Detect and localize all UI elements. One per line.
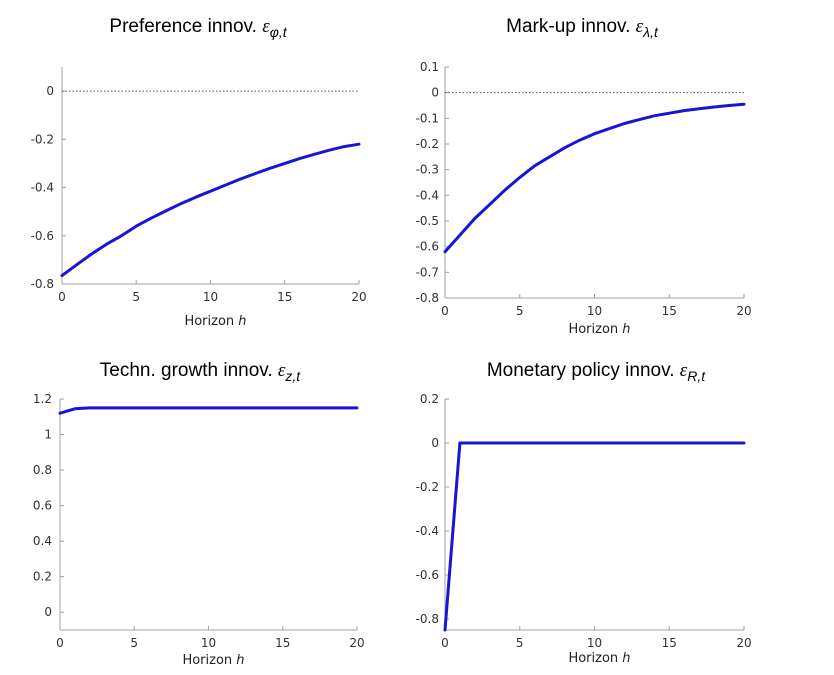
- technology-growth-response-line: [58, 406, 359, 415]
- preference-xlabel-text: Horizon: [184, 314, 238, 329]
- monetary-policy-xtick-label: 5: [516, 636, 524, 650]
- monetary-policy-title-subscript: R,t: [687, 368, 706, 384]
- markup-panel: Mark-up innov. ελ,t -0.8 -0.7 -0.6 -0.5 -0.4 -…: [416, 16, 752, 337]
- preference-xtick-label: 5: [132, 290, 140, 304]
- markup-title: Mark-up innov. ελ,t: [506, 16, 659, 40]
- monetary-policy-xlabel-var: h: [622, 651, 630, 666]
- markup-xtick-label: 10: [587, 304, 602, 318]
- preference-xtick-label: 15: [277, 290, 292, 304]
- markup-ytick-label: -0.7: [416, 265, 439, 279]
- preference-xlabel: Horizon h: [184, 314, 246, 329]
- markup-xtick-label: 15: [662, 304, 677, 318]
- monetary-policy-ytick-label: 0: [431, 436, 439, 450]
- monetary-policy-xlabel: Horizon h: [568, 651, 630, 666]
- technology-growth-xtick-label: 5: [130, 636, 138, 650]
- technology-growth-title: Techn. growth innov. εz,t: [100, 360, 302, 384]
- monetary-policy-panel: Monetary policy innov. εR,t -0.8 -0.6 -0.4 -…: [416, 360, 752, 666]
- preference-panel: Preference innov. εφ,t -0.8 -0.6 -0.4 -0.2 0 0…: [31, 16, 367, 329]
- markup-ytick-label: -0.2: [416, 137, 439, 151]
- monetary-policy-xtick-label: 10: [587, 636, 602, 650]
- markup-ytick-label: 0.1: [420, 60, 439, 74]
- preference-title-subscript: φ,t: [270, 24, 288, 40]
- technology-growth-xtick-label: 10: [201, 636, 216, 650]
- technology-growth-ytick-label: 0.2: [33, 570, 52, 584]
- technology-growth-ytick-label: 1.2: [33, 392, 52, 406]
- technology-growth-ytick-label: 0.8: [33, 463, 52, 477]
- technology-growth-title-symbol: ε: [278, 360, 286, 381]
- technology-growth-ytick-label: 0.4: [33, 534, 52, 548]
- monetary-policy-xtick-label: 15: [662, 636, 677, 650]
- technology-growth-xlabel: Horizon h: [182, 653, 244, 668]
- preference-xtick-label: 20: [351, 290, 366, 304]
- markup-xtick-label: 5: [516, 304, 524, 318]
- markup-xtick-label: 0: [441, 304, 449, 318]
- markup-xlabel-text: Horizon: [568, 322, 622, 337]
- technology-growth-panel: Techn. growth innov. εz,t 0 0.2 0.4 0.6 0.8 1 1…: [33, 360, 365, 668]
- markup-title-subscript: λ,t: [642, 24, 659, 40]
- technology-growth-xlabel-text: Horizon: [182, 653, 236, 668]
- markup-title-symbol: ε: [636, 16, 644, 37]
- monetary-policy-title-text: Monetary policy innov.: [487, 360, 680, 381]
- technology-growth-ytick-label: 0: [44, 605, 52, 619]
- preference-ytick-label: -0.6: [31, 229, 54, 243]
- technology-growth-ytick-label: 0.6: [33, 499, 52, 513]
- monetary-policy-ytick-label: 0.2: [420, 392, 439, 406]
- markup-title-text: Mark-up innov.: [506, 16, 636, 37]
- markup-ytick-label: -0.5: [416, 214, 439, 228]
- markup-ytick-label: -0.8: [416, 291, 439, 305]
- preference-xtick-label: 10: [203, 290, 218, 304]
- markup-response-line: [443, 102, 746, 254]
- monetary-policy-xlabel-text: Horizon: [568, 651, 622, 666]
- technology-growth-xtick-label: 20: [349, 636, 364, 650]
- technology-growth-title-subscript: z,t: [284, 368, 301, 384]
- preference-ytick-label: 0: [46, 84, 54, 98]
- markup-ytick-label: -0.4: [416, 188, 439, 202]
- monetary-policy-title-symbol: ε: [680, 360, 688, 381]
- preference-ytick-label: -0.2: [31, 132, 54, 146]
- preference-xtick-label: 0: [58, 290, 66, 304]
- monetary-policy-title: Monetary policy innov. εR,t: [487, 360, 706, 384]
- markup-ytick-label: -0.6: [416, 240, 439, 254]
- technology-growth-xlabel-var: h: [236, 653, 244, 668]
- technology-growth-title-text: Techn. growth innov.: [100, 360, 278, 381]
- markup-ytick-label: 0: [431, 86, 439, 100]
- preference-title-symbol: ε: [262, 16, 270, 37]
- preference-ytick-label: -0.8: [31, 277, 54, 291]
- preference-title-text: Preference innov.: [109, 16, 262, 37]
- markup-ytick-label: -0.3: [416, 163, 439, 177]
- monetary-policy-ytick-label: -0.4: [416, 524, 439, 538]
- markup-ytick-label: -0.1: [416, 111, 439, 125]
- monetary-policy-ytick-label: -0.8: [416, 612, 439, 626]
- monetary-policy-ytick-label: -0.6: [416, 568, 439, 582]
- technology-growth-xtick-label: 0: [56, 636, 64, 650]
- preference-xlabel-var: h: [238, 314, 246, 329]
- monetary-policy-response-line: [443, 441, 746, 632]
- preference-response-line: [60, 142, 361, 278]
- markup-xlabel-var: h: [622, 322, 630, 337]
- preference-title: Preference innov. εφ,t: [109, 16, 287, 40]
- monetary-policy-ytick-label: -0.2: [416, 480, 439, 494]
- technology-growth-xtick-label: 15: [275, 636, 290, 650]
- markup-xlabel: Horizon h: [568, 322, 630, 337]
- monetary-policy-xtick-label: 0: [441, 636, 449, 650]
- technology-growth-ytick-label: 1: [44, 428, 52, 442]
- monetary-policy-xtick-label: 20: [736, 636, 751, 650]
- preference-ytick-label: -0.4: [31, 181, 54, 195]
- markup-xtick-label: 20: [736, 304, 751, 318]
